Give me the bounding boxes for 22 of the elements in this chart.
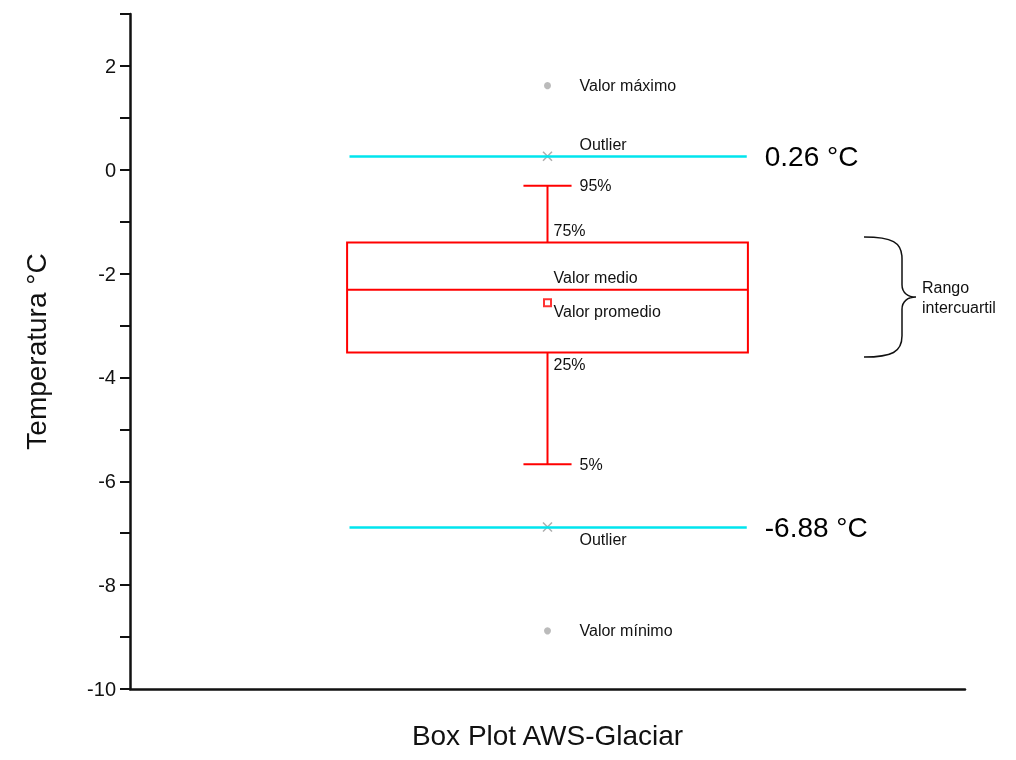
ref-line-label: -6.88 °C: [764, 511, 868, 543]
annotation: Valor medio: [553, 269, 638, 287]
y-axis-title: Temperatura °C: [20, 253, 52, 450]
x-tick-label: Box Plot AWS-Glaciar: [411, 719, 684, 751]
annotation: 25%: [553, 356, 586, 374]
annotation: Valor mínimo: [579, 622, 673, 640]
y-tick-label: 2: [104, 54, 116, 77]
annotation: 5%: [579, 455, 603, 473]
y-tick-label: -10: [87, 678, 116, 700]
y-tick-label: -2: [98, 262, 116, 285]
annotation: Outlier: [579, 135, 628, 153]
y-tick-label: -8: [98, 574, 116, 597]
ref-line-label: 0.26 °C: [764, 140, 859, 172]
annotation: Valor máximo: [579, 77, 677, 95]
y-tick-label: -4: [98, 366, 116, 389]
annotation: Outlier: [579, 530, 628, 548]
y-tick-label: 0: [104, 158, 116, 181]
annotation: Valor promedio: [553, 303, 661, 321]
annotation: Rango intercuartil: [922, 279, 996, 316]
annotation: 75%: [553, 221, 586, 239]
y-tick-label: -6: [98, 470, 116, 493]
annotation: 95%: [579, 177, 612, 195]
